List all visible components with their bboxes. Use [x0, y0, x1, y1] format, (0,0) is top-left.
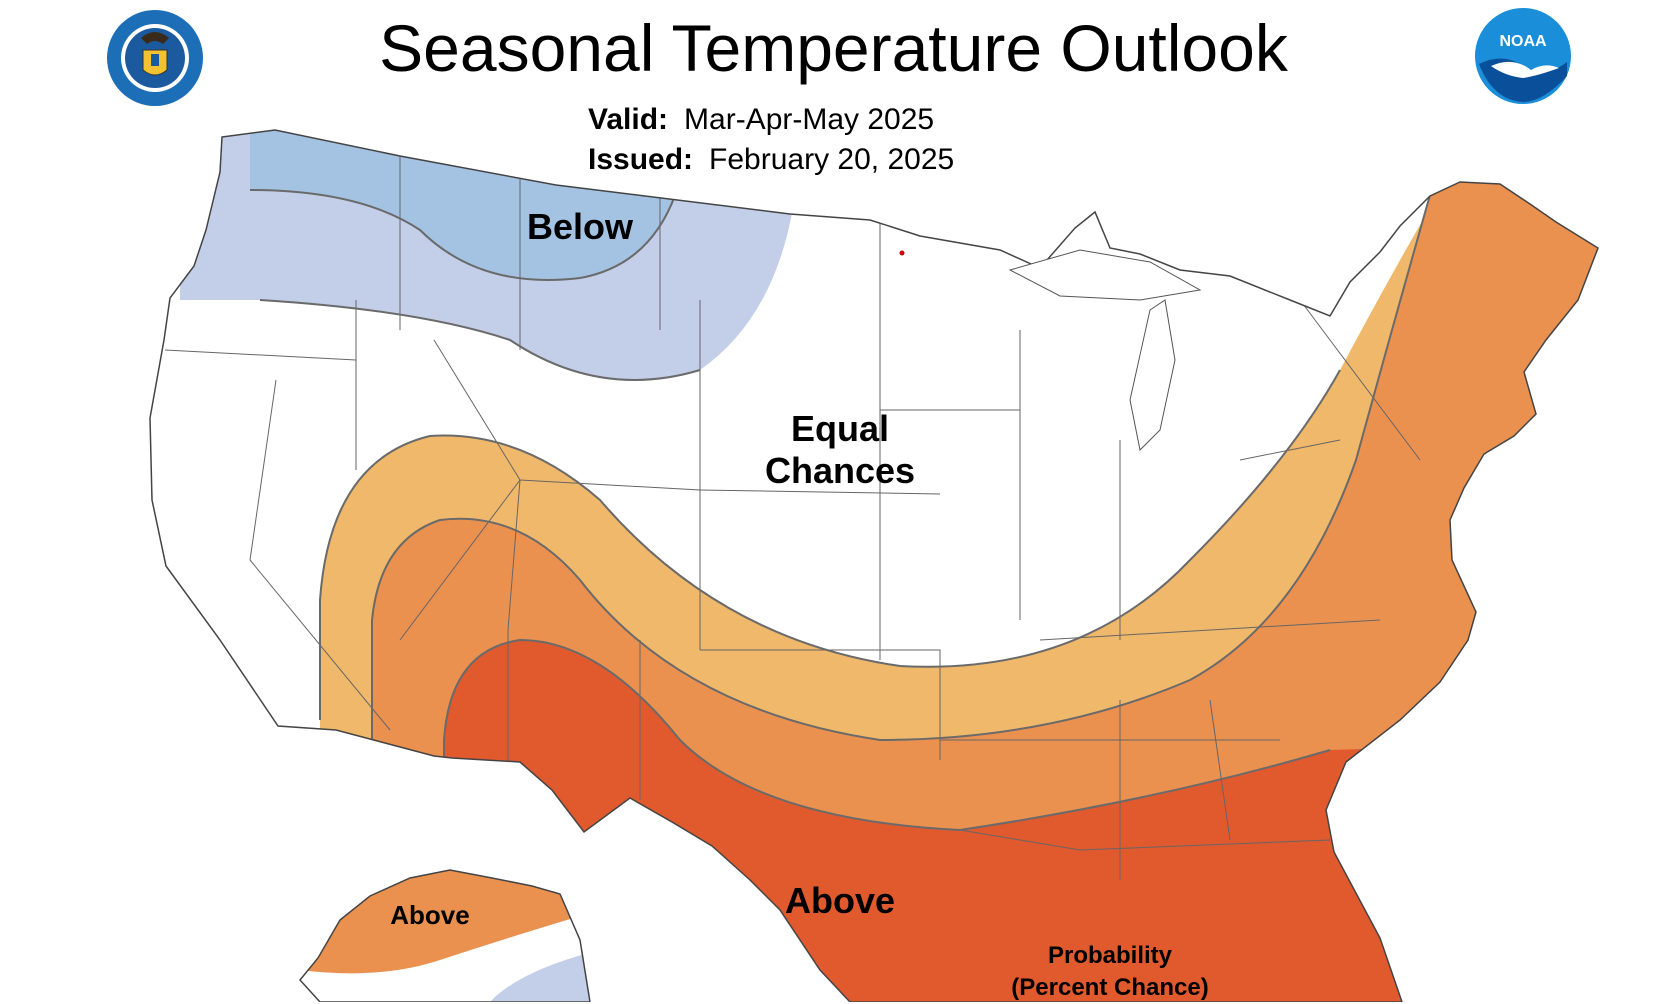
lake-superior-shape — [1008, 249, 1202, 301]
issued-label: Issued: — [588, 143, 694, 176]
issued-value: February 20, 2025 — [709, 143, 955, 176]
boundary-line — [1299, 299, 1421, 461]
boundary-line — [959, 829, 1331, 851]
contour-line — [259, 299, 701, 381]
contour-line — [371, 159, 1441, 760]
below-region-label: Below — [526, 206, 633, 247]
boundary-line — [1039, 619, 1381, 641]
above-region-label: Above — [784, 880, 896, 921]
noaa-logo-icon: NOAA — [1475, 8, 1571, 104]
issued-line: Issued: February 20, 2025 — [588, 140, 954, 180]
boundary-line — [1209, 699, 1231, 841]
valid-value: Mar-Apr-May 2025 — [684, 103, 935, 136]
conus-outline — [149, 129, 1599, 1002]
contour-line — [319, 369, 1341, 720]
legend-line1: Probability — [1047, 942, 1173, 969]
equal-chances-label-line2: Chances — [764, 450, 916, 491]
boundary-line — [164, 349, 357, 361]
probability-contours — [249, 130, 1441, 832]
noaa-logo-text: NOAA — [1499, 33, 1547, 50]
contour-line — [443, 638, 1331, 832]
alaska-above-label: Above — [390, 900, 470, 930]
valid-issued-block: Valid: Mar-Apr-May 2025 Issued: February 2… — [588, 100, 954, 180]
alaska-outline — [299, 869, 591, 1002]
station-dot — [899, 250, 905, 256]
alaska-below-zone — [490, 950, 590, 1002]
probability-legend-title: Probability (Percent Chance) — [960, 940, 1260, 1004]
valid-label: Valid: — [588, 103, 669, 136]
boundary-line — [249, 379, 391, 731]
valid-line: Valid: Mar-Apr-May 2025 — [588, 100, 954, 140]
lake-michigan-shape — [1129, 299, 1176, 452]
contour-line — [249, 130, 691, 281]
state-boundary-lines — [164, 140, 1421, 880]
commerce-seal-icon — [107, 10, 203, 106]
boundary-line — [700, 649, 941, 760]
map-title: Seasonal Temperature Outlook — [379, 11, 1288, 85]
alaska-probability-fills — [300, 870, 590, 1002]
equal-chances-label-line1: Equal — [790, 408, 889, 449]
boundary-line — [699, 489, 941, 495]
legend-line2: (Percent Chance) — [1011, 974, 1209, 1001]
boundary-line — [1239, 439, 1341, 461]
